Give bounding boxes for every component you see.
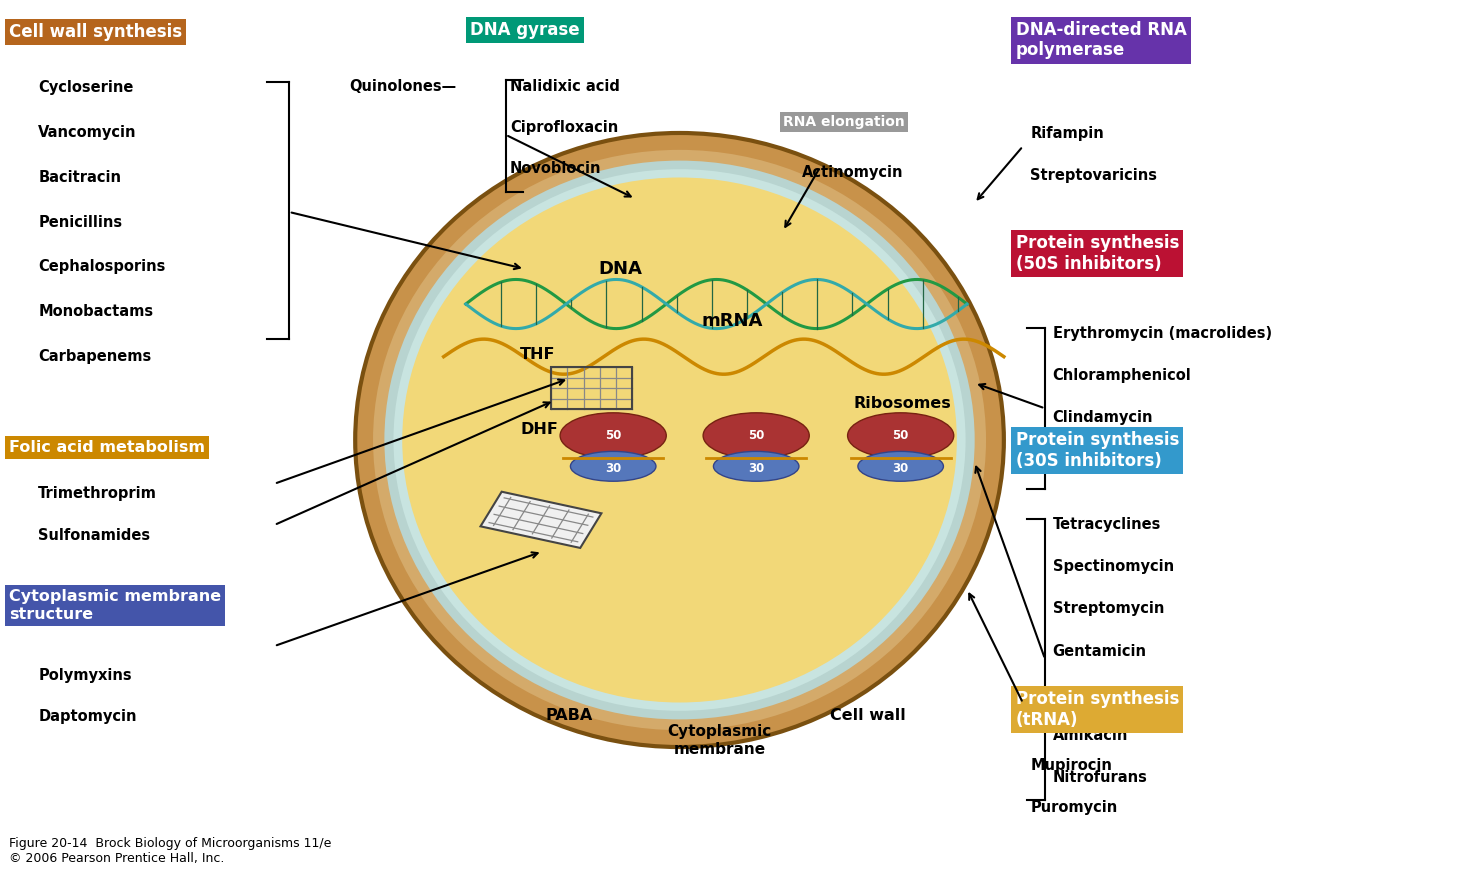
Text: Folic acid metabolism: Folic acid metabolism bbox=[9, 440, 205, 455]
Text: Tetracyclines: Tetracyclines bbox=[1053, 517, 1161, 532]
Text: mRNA: mRNA bbox=[702, 312, 764, 330]
Text: 50: 50 bbox=[892, 429, 908, 442]
Text: Actinomycin: Actinomycin bbox=[802, 165, 904, 180]
Text: Lincomycin: Lincomycin bbox=[1053, 452, 1145, 467]
Bar bbox=[551, 367, 632, 409]
Text: Streptomycin: Streptomycin bbox=[1053, 601, 1164, 616]
Text: Cytoplasmic membrane
structure: Cytoplasmic membrane structure bbox=[9, 589, 222, 621]
Text: Mupirocin: Mupirocin bbox=[1031, 758, 1112, 773]
Text: Cell wall: Cell wall bbox=[830, 708, 905, 722]
Ellipse shape bbox=[384, 161, 975, 719]
Text: Cycloserine: Cycloserine bbox=[38, 80, 133, 95]
Text: Kanamycin: Kanamycin bbox=[1053, 686, 1143, 700]
Text: 50: 50 bbox=[747, 429, 765, 442]
Text: Chloramphenicol: Chloramphenicol bbox=[1053, 368, 1192, 383]
Text: Spectinomycin: Spectinomycin bbox=[1053, 560, 1174, 575]
Text: Gentamicin: Gentamicin bbox=[1053, 643, 1146, 658]
Text: Bacitracin: Bacitracin bbox=[38, 170, 121, 185]
Text: Erythromycin (macrolides): Erythromycin (macrolides) bbox=[1053, 326, 1272, 341]
Text: Quinolones—: Quinolones— bbox=[349, 78, 456, 93]
Ellipse shape bbox=[713, 451, 799, 481]
Text: DHF: DHF bbox=[520, 422, 558, 437]
Ellipse shape bbox=[570, 451, 656, 481]
Text: Cephalosporins: Cephalosporins bbox=[38, 260, 165, 275]
Text: Monobactams: Monobactams bbox=[38, 304, 154, 319]
Ellipse shape bbox=[393, 169, 966, 711]
Ellipse shape bbox=[402, 178, 957, 702]
Ellipse shape bbox=[703, 413, 809, 458]
Text: Rifampin: Rifampin bbox=[1031, 126, 1105, 141]
Ellipse shape bbox=[354, 133, 1004, 747]
Text: Nitrofurans: Nitrofurans bbox=[1053, 770, 1148, 785]
Text: Amikacin: Amikacin bbox=[1053, 728, 1128, 743]
Text: Puromycin: Puromycin bbox=[1031, 800, 1118, 815]
Ellipse shape bbox=[858, 451, 944, 481]
Text: Protein synthesis
(tRNA): Protein synthesis (tRNA) bbox=[1016, 690, 1179, 729]
Text: Nalidixic acid: Nalidixic acid bbox=[510, 78, 620, 93]
Text: Daptomycin: Daptomycin bbox=[38, 709, 137, 724]
Text: 30: 30 bbox=[892, 463, 908, 475]
Text: Ciprofloxacin: Ciprofloxacin bbox=[510, 120, 619, 135]
Text: Novobiocin: Novobiocin bbox=[510, 161, 601, 176]
Text: 30: 30 bbox=[606, 463, 622, 475]
Ellipse shape bbox=[560, 413, 666, 458]
Bar bbox=[480, 492, 601, 548]
Text: 30: 30 bbox=[747, 463, 764, 475]
Text: Polymyxins: Polymyxins bbox=[38, 668, 131, 683]
Text: DNA-directed RNA
polymerase: DNA-directed RNA polymerase bbox=[1016, 21, 1186, 60]
Text: Streptovaricins: Streptovaricins bbox=[1031, 168, 1158, 183]
Text: RNA elongation: RNA elongation bbox=[783, 115, 904, 129]
Text: Cytoplasmic
membrane: Cytoplasmic membrane bbox=[668, 724, 771, 757]
Text: Cell wall synthesis: Cell wall synthesis bbox=[9, 23, 182, 41]
Text: Protein synthesis
(50S inhibitors): Protein synthesis (50S inhibitors) bbox=[1016, 234, 1179, 273]
Text: DNA: DNA bbox=[598, 260, 642, 278]
Text: Ribosomes: Ribosomes bbox=[854, 396, 951, 411]
Text: Penicillins: Penicillins bbox=[38, 215, 123, 230]
Ellipse shape bbox=[848, 413, 954, 458]
Text: Vancomycin: Vancomycin bbox=[38, 125, 137, 140]
Text: THF: THF bbox=[520, 347, 555, 362]
Text: Carbapenems: Carbapenems bbox=[38, 348, 152, 363]
Text: Trimethroprim: Trimethroprim bbox=[38, 486, 157, 501]
Text: Protein synthesis
(30S inhibitors): Protein synthesis (30S inhibitors) bbox=[1016, 431, 1179, 470]
Ellipse shape bbox=[374, 150, 987, 730]
Text: DNA gyrase: DNA gyrase bbox=[470, 21, 580, 39]
Text: PABA: PABA bbox=[545, 708, 592, 722]
Text: 50: 50 bbox=[606, 429, 622, 442]
Text: Figure 20-14  Brock Biology of Microorganisms 11/e
© 2006 Pearson Prentice Hall,: Figure 20-14 Brock Biology of Microorgan… bbox=[9, 837, 331, 864]
Text: Clindamycin: Clindamycin bbox=[1053, 410, 1154, 425]
Text: Sulfonamides: Sulfonamides bbox=[38, 528, 151, 543]
